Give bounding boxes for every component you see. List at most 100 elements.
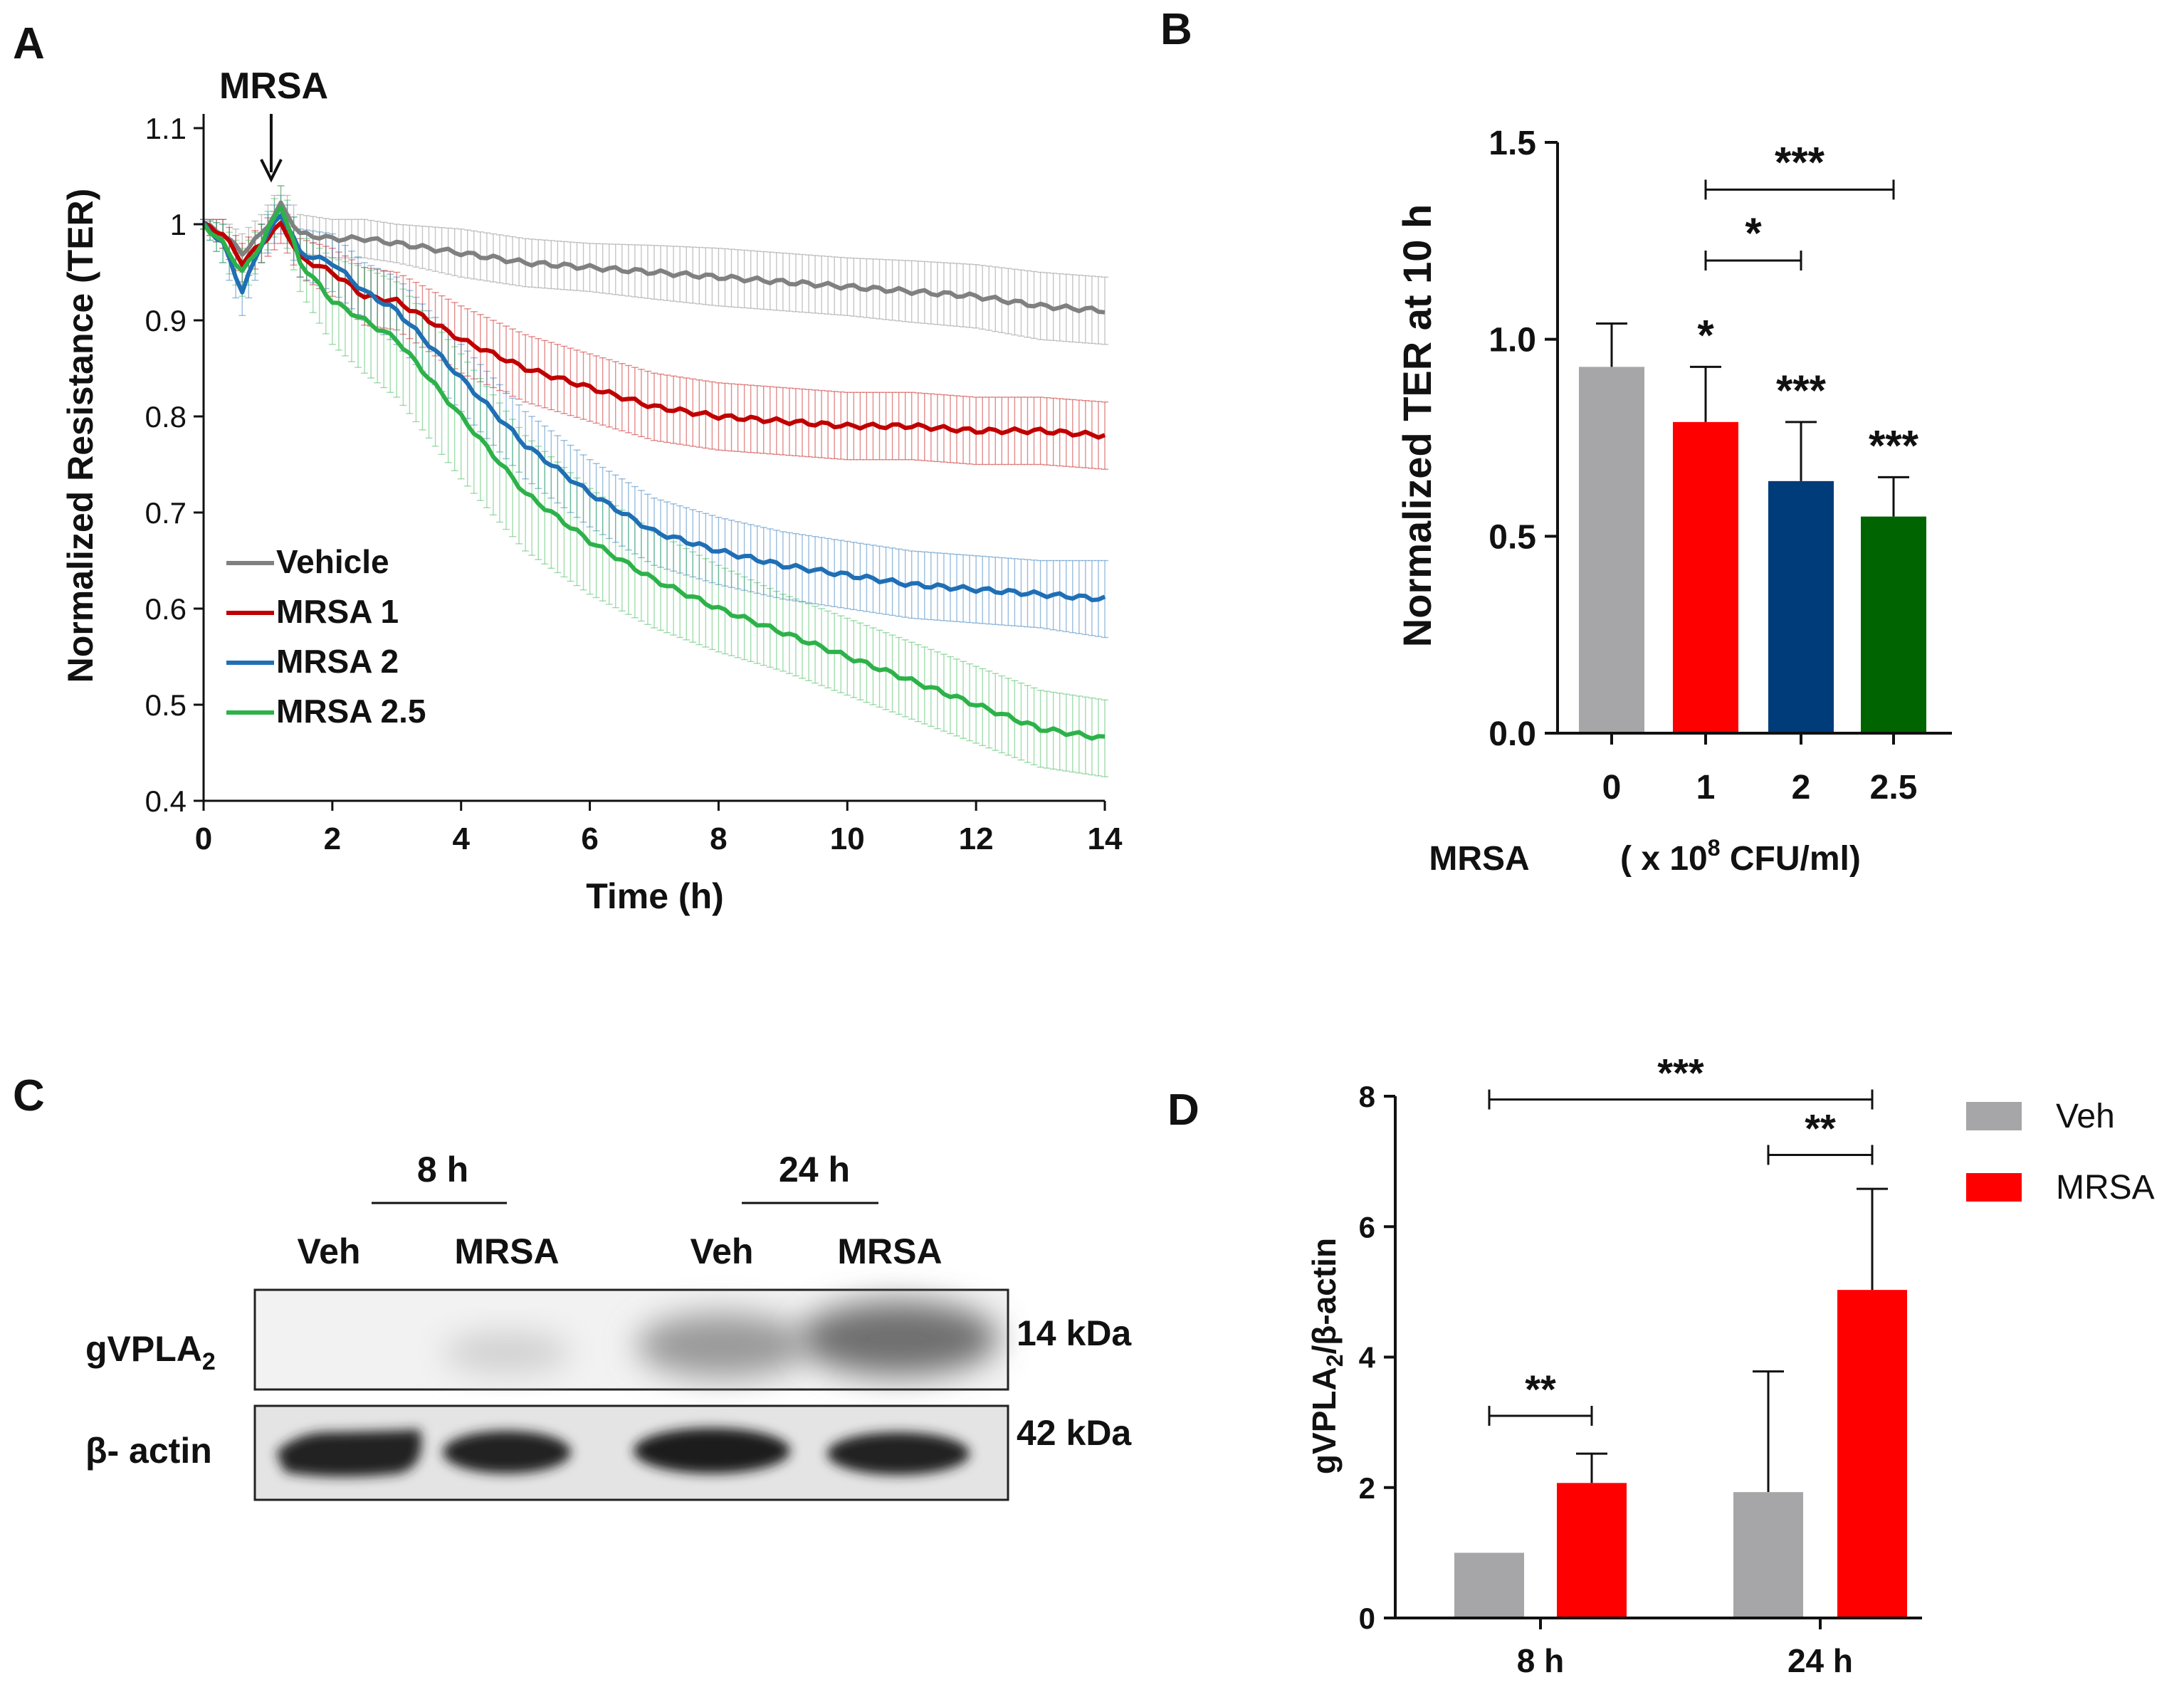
lane-label-mrsa-8h: MRSA (454, 1231, 559, 1271)
band-actin-mrsa-24h (827, 1432, 970, 1475)
panel-b-ylabel: Normalized TER at 10 h (1395, 204, 1439, 647)
bar-d-veh-1 (1733, 1492, 1803, 1618)
panel-d-y-tick-label: 6 (1359, 1210, 1375, 1244)
blot-gvpla2 (253, 1288, 1009, 1391)
panel-a-y-tick-label: 0.7 (145, 496, 187, 530)
significance-b-1: * (1697, 311, 1714, 359)
blot-beta-actin (253, 1404, 1009, 1501)
panel-a: A MRSA 0 2 4 6 8 10 12 14 0.4 0.5 0.6 0.7 0.8 0.9 1 1.1… (13, 19, 1123, 916)
panel-a-x-tick-label: 2 (324, 821, 341, 856)
legend-swatch-d-0 (1966, 1102, 2022, 1130)
panel-a-x-tick-label: 8 (710, 821, 727, 856)
lane-label-veh-24h: Veh (691, 1231, 754, 1271)
panel-a-y-tick-label: 0.4 (145, 784, 187, 818)
group-label-8h: 8 h (417, 1150, 468, 1189)
mrsa-arrow-head (260, 159, 283, 183)
mrsa-arrow-icon (260, 114, 283, 183)
panel-d-x-tick-label: 8 h (1517, 1642, 1564, 1679)
lane-label-mrsa-24h: MRSA (837, 1231, 942, 1271)
band-actin-veh-8h (276, 1429, 421, 1477)
bar-d-mrsa-1 (1837, 1290, 1907, 1618)
panel-d-ylabel-suffix: /β-actin (1306, 1238, 1343, 1355)
bar-b-2.5 (1861, 516, 1926, 733)
panel-b-x-units-prefix: ( x 10 (1620, 840, 1708, 878)
bracket-label-b-1: *** (1775, 138, 1825, 186)
panel-d-label: D (1167, 1086, 1199, 1135)
legend-label-1: MRSA 1 (276, 593, 399, 630)
significance-b-2: *** (1776, 367, 1827, 414)
panel-b-x-units-suffix: CFU/ml) (1721, 840, 1861, 878)
panel-a-y-tick-label: 0.8 (145, 400, 187, 434)
band-actin-mrsa-8h (443, 1431, 571, 1473)
band-gvpla2-mrsa-8h (443, 1333, 571, 1372)
panel-a-x-tick-label: 10 (830, 821, 865, 856)
panel-b-x-tick-label: 1 (1696, 769, 1716, 807)
panel-a-x-tick-label: 12 (959, 821, 994, 856)
panel-b-x-units: ( x 108 CFU/ml) (1620, 835, 1861, 878)
panel-a-y-tick-label: 0.5 (145, 688, 187, 722)
band-actin-veh-24h (634, 1428, 790, 1473)
bar-b-1 (1673, 421, 1738, 733)
legend-label-2: MRSA 2 (276, 643, 399, 680)
panel-b-y-tick-label: 1.5 (1489, 125, 1536, 162)
kda-42: 42 kDa (1017, 1413, 1132, 1453)
panel-a-x-tick-label: 6 (581, 821, 598, 856)
panel-d-y-tick-label: 4 (1359, 1341, 1376, 1375)
lane-label-veh-8h: Veh (298, 1231, 361, 1271)
bracket-label-d-1: ** (1805, 1105, 1836, 1150)
panel-d-y-tick-label: 2 (1359, 1471, 1375, 1505)
row-label-gvpla2-name: gVPLA (85, 1329, 202, 1369)
panel-a-x-tick-label: 0 (195, 821, 212, 856)
panel-a-xlabel: Time (h) (586, 876, 724, 916)
panel-b-x-title: MRSA (1429, 840, 1529, 878)
panel-d-ylabel: gVPLA2/β-actin (1306, 1238, 1348, 1474)
legend-label-d-0: Veh (2056, 1098, 2115, 1135)
bar-d-veh-0 (1454, 1552, 1524, 1618)
panel-d-ylabel-prefix: gVPLA (1306, 1367, 1343, 1474)
panel-a-ylabel: Normalized Resistance (TER) (61, 189, 100, 683)
bar-b-2 (1768, 480, 1834, 733)
bar-b-0 (1579, 367, 1644, 733)
legend-label-3: MRSA 2.5 (276, 693, 426, 730)
series-line-mrsa-2 (201, 213, 1106, 602)
panel-b-label: B (1160, 5, 1192, 54)
mrsa-annotation: MRSA (219, 65, 328, 107)
panel-a-x-tick-label: 4 (452, 821, 470, 856)
panel-c-western-blot: C 8 h 24 h Veh MRSA Veh MRSA gVPLA2 14 k… (13, 1071, 1132, 1501)
panel-a-label: A (13, 19, 45, 68)
significance-b-3: *** (1869, 421, 1919, 469)
panel-d-x-tick-label: 24 h (1787, 1642, 1853, 1679)
row-label-beta-actin: β- actin (85, 1431, 212, 1471)
panel-b-x-tick-label: 2 (1792, 769, 1811, 807)
series-line-mrsa-2-5 (201, 205, 1106, 741)
series-line-mrsa-1 (202, 220, 1106, 440)
panel-a-y-tick-label: 0.6 (145, 592, 187, 626)
group-label-24h: 24 h (779, 1150, 850, 1189)
panel-b-x-units-exponent: 8 (1708, 835, 1721, 861)
panel-d-ylabel-sub: 2 (1322, 1354, 1348, 1367)
band-gvpla2-mrsa-24h (799, 1301, 998, 1375)
row-label-gvpla2: gVPLA2 (85, 1329, 216, 1375)
bracket-label-d-0: ** (1525, 1367, 1556, 1412)
bracket-label-b-0: * (1745, 209, 1762, 257)
panel-d-y-tick-label: 0 (1359, 1602, 1375, 1635)
bar-d-mrsa-0 (1557, 1483, 1627, 1618)
panel-a-y-tick-label: 0.9 (145, 304, 187, 337)
legend-swatch-d-1 (1966, 1173, 2022, 1202)
panel-b-y-tick-label: 0.5 (1489, 518, 1536, 556)
panel-c-label: C (13, 1071, 45, 1120)
band-gvpla2-veh-24h (636, 1313, 807, 1377)
panel-b-x-tick-label: 2.5 (1870, 769, 1918, 807)
panel-a-x-tick-label: 14 (1088, 821, 1123, 856)
legend-label-d-1: MRSA (2056, 1169, 2155, 1207)
series-line-vehicle (203, 200, 1106, 315)
panel-b-y-tick-label: 1.0 (1489, 322, 1536, 359)
panel-b-x-tick-label: 0 (1602, 769, 1622, 807)
panel-b: B 0.00.51.01.50 1 2 2.5 *********** Normali… (1160, 5, 1952, 878)
panel-a-y-tick-label: 1.1 (145, 112, 187, 145)
kda-14: 14 kDa (1017, 1313, 1132, 1353)
panel-b-y-tick-label: 0.0 (1489, 715, 1536, 753)
bracket-label-d-2: *** (1657, 1051, 1704, 1096)
